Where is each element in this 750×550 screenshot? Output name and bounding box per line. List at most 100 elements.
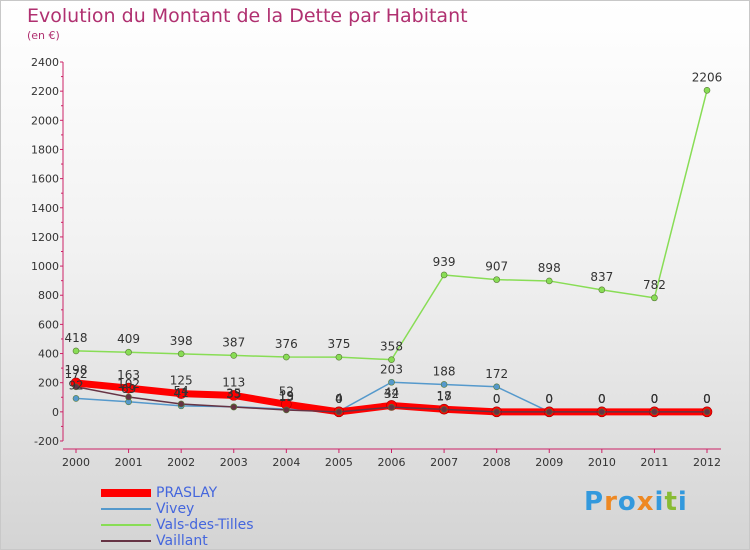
y-tick-label: -200 <box>34 435 59 448</box>
x-tick-label: 2011 <box>640 456 668 469</box>
data-label: 0 <box>598 392 606 406</box>
data-point <box>283 353 290 361</box>
legend-item-vivey: Vivey <box>101 501 254 517</box>
data-label: 782 <box>643 278 666 292</box>
legend-item-vals-des-tilles: Vals-des-Tilles <box>101 517 254 533</box>
data-point <box>125 393 132 401</box>
data-label: 198 <box>65 363 88 377</box>
data-point <box>72 383 80 391</box>
y-tick-label: 1400 <box>31 202 59 215</box>
data-point <box>651 294 658 302</box>
x-tick-label: 2005 <box>325 456 353 469</box>
data-label: 35 <box>226 387 241 401</box>
legend-label-vaillant: Vaillant <box>156 533 208 549</box>
data-point <box>177 400 185 408</box>
data-label: 0 <box>598 392 606 406</box>
y-tick-label: 1600 <box>31 173 59 186</box>
data-point <box>72 395 80 402</box>
data-label: 0 <box>651 392 659 406</box>
y-tick-label: 1000 <box>31 260 59 273</box>
y-tick-label: 2400 <box>31 56 59 69</box>
data-point <box>388 403 395 411</box>
data-label: 0 <box>703 392 711 406</box>
series-line-vals-des-tilles <box>75 90 708 361</box>
x-tick-label: 2007 <box>430 456 458 469</box>
data-point <box>493 383 500 391</box>
data-label: 172 <box>485 367 508 381</box>
data-label: 163 <box>117 368 140 382</box>
data-point <box>703 86 711 94</box>
y-tick-label: 600 <box>38 318 59 331</box>
y-tick-label: 400 <box>38 348 59 361</box>
data-label: 939 <box>433 255 456 269</box>
data-label: 0 <box>545 392 553 406</box>
data-point <box>388 356 395 363</box>
data-label: 102 <box>117 377 140 391</box>
x-tick-label: 2001 <box>115 456 143 469</box>
data-label: 837 <box>590 270 613 284</box>
legend-label-vivey: Vivey <box>156 501 195 517</box>
data-label: 358 <box>380 340 403 354</box>
legend-swatch-praslay <box>101 489 151 497</box>
legend-swatch-vivey <box>101 508 151 510</box>
data-label: 0 <box>545 392 553 406</box>
data-label: 19 <box>279 389 294 403</box>
data-label: 0 <box>703 392 711 406</box>
data-label: 387 <box>222 335 245 349</box>
data-label: 398 <box>170 334 193 348</box>
data-label: 0 <box>651 392 659 406</box>
data-point <box>177 350 185 358</box>
data-label: 375 <box>327 337 350 351</box>
x-tick-label: 2006 <box>378 456 406 469</box>
data-label: 0 <box>493 392 501 406</box>
data-point <box>440 271 448 279</box>
legend-label-vals-des-tilles: Vals-des-Tilles <box>156 517 254 533</box>
data-label: 13 <box>279 390 294 404</box>
x-tick-label: 2010 <box>588 456 616 469</box>
data-label: 18 <box>436 389 451 403</box>
x-tick-label: 2003 <box>220 456 248 469</box>
data-label: 172 <box>65 367 88 381</box>
data-label: 898 <box>538 261 561 275</box>
data-point <box>598 408 606 416</box>
data-point <box>545 408 553 416</box>
data-label: 4 <box>335 391 343 405</box>
data-point <box>125 348 132 356</box>
data-label: 0 <box>703 392 711 406</box>
data-label: 44 <box>384 385 399 399</box>
data-label: 69 <box>121 382 136 396</box>
data-point <box>335 408 343 416</box>
data-label: 409 <box>117 332 140 346</box>
data-point <box>493 408 500 416</box>
proxiti-logo: Proxiti <box>584 487 688 517</box>
data-label: 0 <box>493 392 501 406</box>
x-tick-label: 2008 <box>483 456 511 469</box>
chart-subtitle: (en €) <box>27 29 60 42</box>
data-point <box>440 381 448 388</box>
data-label: 203 <box>380 362 403 376</box>
data-label: 32 <box>384 387 399 401</box>
data-label: 188 <box>433 364 456 378</box>
data-label: 33 <box>226 387 241 401</box>
data-label: 418 <box>65 331 88 345</box>
data-label: 0 <box>598 392 606 406</box>
y-tick-label: 800 <box>38 289 59 302</box>
x-tick-label: 2002 <box>167 456 195 469</box>
data-point <box>598 286 606 294</box>
data-point <box>230 352 238 359</box>
data-point <box>335 353 343 361</box>
data-label: 907 <box>485 260 508 274</box>
legend-item-praslay: PRASLAY <box>101 485 254 501</box>
data-point <box>440 406 448 413</box>
data-label: 376 <box>275 337 298 351</box>
legend-item-vaillant: Vaillant <box>101 533 254 549</box>
data-label: 0 <box>651 392 659 406</box>
y-tick-label: 2000 <box>31 114 59 127</box>
data-label: 92 <box>68 378 83 392</box>
data-point <box>388 378 395 386</box>
data-label: 41 <box>174 386 189 400</box>
data-point <box>123 382 134 394</box>
legend: PRASLAY Vivey Vals-des-Tilles Vaillant <box>101 485 254 549</box>
